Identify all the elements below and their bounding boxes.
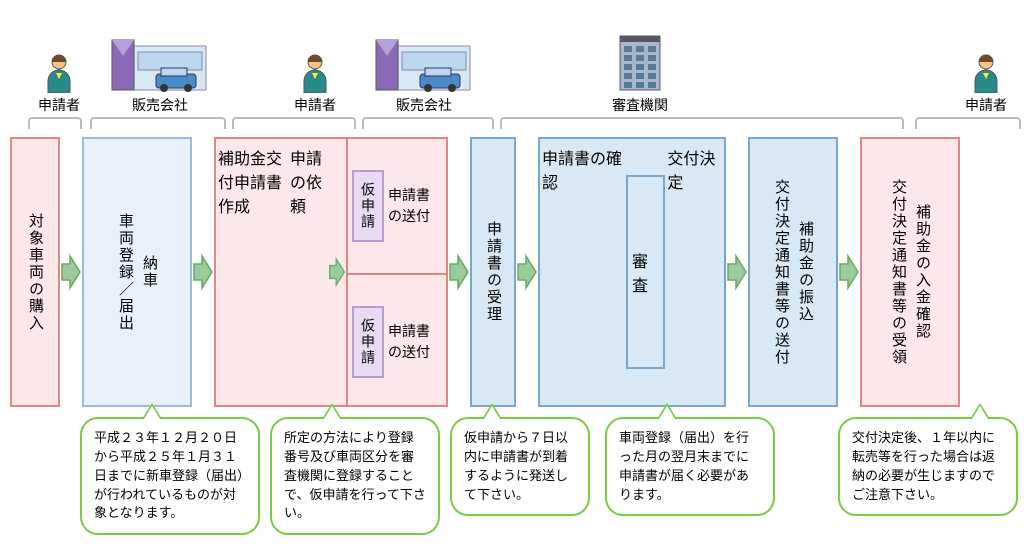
step-label: 補助金交付申請書作成 <box>218 145 290 399</box>
actor-office: 審査機関 <box>610 28 670 115</box>
bracket <box>362 117 494 129</box>
arrow-icon <box>448 252 470 292</box>
step-label: 補助金の入金確認 <box>910 204 934 340</box>
step-register-deliver: 車両登録／届出 納車 <box>82 137 192 407</box>
callout: 車両登録（届出）を行った月の翌月末までに申請書が届く必要があります。 <box>605 417 775 516</box>
step-purchase: 対象車両の購入 <box>10 137 60 407</box>
arrow-icon <box>516 252 538 292</box>
actor-label: 審査機関 <box>610 95 670 115</box>
step-label: 納車 <box>137 255 161 289</box>
callout-tail-icon <box>482 403 502 419</box>
arrow-icon <box>60 252 82 292</box>
flow-row: 対象車両の購入 車両登録／届出 納車 補助金交付申請書作成 申請の依頼 仮申請 … <box>10 137 1018 407</box>
step-send-bottom: 仮申請 申請書の送付 <box>348 273 446 409</box>
step-confirm-receipt: 交付決定通知書等の受領 補助金の入金確認 <box>860 137 960 407</box>
step-label: 申請書の受理 <box>481 221 505 323</box>
person-icon <box>44 53 74 93</box>
actor-label: 申請者 <box>38 95 80 115</box>
bracket <box>28 117 82 129</box>
dealer-icon <box>374 38 474 93</box>
step-label: 対象車両の購入 <box>23 213 47 332</box>
step-label: 申請書の確認 <box>542 145 624 399</box>
step-application-prep: 補助金交付申請書作成 申請の依頼 仮申請 申請書の送付 仮申請 申請書の送付 <box>214 137 448 407</box>
step-label: 交付決定通知書等の受領 <box>886 179 910 366</box>
callout-text: 平成２３年１２月２０日から平成２５年１月３１日までに新車登録（届出）が行われてい… <box>94 430 244 520</box>
actor-person: 申請者 <box>965 53 1007 115</box>
step-label: 交付決定 <box>667 145 722 399</box>
callout: 所定の方法により登録番号及び車両区分を審査機関に登録することで、仮申請を行って下… <box>270 417 440 535</box>
actor-label: 申請者 <box>294 95 336 115</box>
callout-tail-icon <box>142 403 162 419</box>
bracket <box>90 117 226 129</box>
arrow-icon <box>192 252 214 292</box>
actors-row: 申請者 販売会社 申請者 販売会社 審査機関 申請者 <box>10 10 1018 115</box>
provisional-label: 仮申請 <box>352 170 384 242</box>
dealer-icon <box>110 38 210 93</box>
callout: 仮申請から７日以内に申請書が到着するように発送して下さい。 <box>450 417 590 516</box>
callout: 交付決定後、１年以内に転売等を行った場合は返納の必要が生じますのでご注意下さい。 <box>838 417 1018 516</box>
step-notify-transfer: 交付決定通知書等の送付 補助金の振込 <box>748 137 838 407</box>
arrow-icon <box>328 252 346 292</box>
bracket <box>500 117 904 129</box>
arrow-icon <box>838 252 860 292</box>
actor-label: 販売会社 <box>110 95 210 115</box>
callout-text: 交付決定後、１年以内に転売等を行った場合は返納の必要が生じますのでご注意下さい。 <box>852 430 995 502</box>
step-label: 申請書の送付 <box>388 321 442 363</box>
callout-text: 車両登録（届出）を行った月の翌月末までに申請書が届く必要があります。 <box>619 430 749 502</box>
step-label: 交付決定通知書等の送付 <box>769 179 793 366</box>
person-icon <box>300 53 330 93</box>
callout-tail-icon <box>657 403 677 419</box>
bracket <box>232 117 356 129</box>
provisional-label: 仮申請 <box>352 306 384 378</box>
step-label: 審査 <box>632 248 659 296</box>
callout-text: 仮申請から７日以内に申請書が到着するように発送して下さい。 <box>464 430 568 502</box>
actor-label: 販売会社 <box>374 95 474 115</box>
step-review-core: 審査 <box>626 175 665 369</box>
arrow-icon <box>726 252 748 292</box>
step-label: 申請書の送付 <box>388 185 442 227</box>
actor-person: 申請者 <box>294 53 336 115</box>
callouts-row: 平成２３年１２月２０日から平成２５年１月３１日までに新車登録（届出）が行われてい… <box>10 417 1018 537</box>
brackets-row <box>10 117 1018 133</box>
actor-person: 申請者 <box>38 53 80 115</box>
actor-dealer: 販売会社 <box>374 38 474 115</box>
callout-text: 所定の方法により登録番号及び車両区分を審査機関に登録することで、仮申請を行って下… <box>284 430 426 520</box>
callout-tail-icon <box>322 403 342 419</box>
step-review-group: 申請書の確認 審査 交付決定 <box>538 137 726 407</box>
step-label: 申請の依頼 <box>290 145 326 399</box>
actor-label: 申請者 <box>965 95 1007 115</box>
step-label: 補助金の振込 <box>793 221 817 323</box>
office-icon <box>610 28 670 93</box>
step-send-top: 仮申請 申請書の送付 <box>348 139 446 273</box>
step-receipt: 申請書の受理 <box>470 137 516 407</box>
person-icon <box>971 53 1001 93</box>
bracket <box>915 117 1021 129</box>
actor-dealer: 販売会社 <box>110 38 210 115</box>
step-label: 車両登録／届出 <box>113 213 137 332</box>
callout: 平成２３年１２月２０日から平成２５年１月３１日までに新車登録（届出）が行われてい… <box>80 417 260 535</box>
callout-tail-icon <box>970 403 990 419</box>
